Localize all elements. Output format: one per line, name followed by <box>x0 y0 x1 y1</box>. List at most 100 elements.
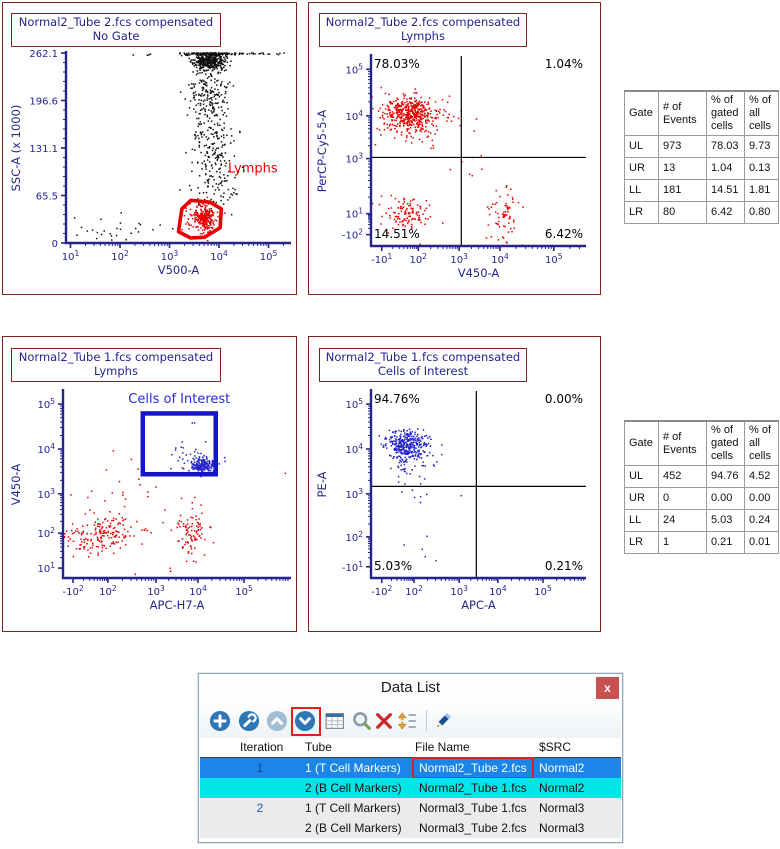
svg-text:262.1: 262.1 <box>29 49 58 60</box>
plot-panel-cells-of-interest[interactable]: 94.76% 0.00% 5.03% 0.21% -101 102 103 104 105 -10… <box>308 336 601 632</box>
cell-tube: 1 (T Cell Markers) <box>305 801 401 815</box>
svg-text:196.6: 196.6 <box>29 97 58 108</box>
svg-text:101: 101 <box>345 207 363 221</box>
svg-text:102: 102 <box>111 249 129 263</box>
svg-text:103: 103 <box>450 584 468 598</box>
plot-title-line2: No Gate <box>92 29 140 43</box>
data-list-header-row: Iteration Tube File Name $SRC <box>200 738 621 758</box>
stat-column-header: % of all cells <box>744 420 779 466</box>
svg-text:131.1: 131.1 <box>29 144 58 155</box>
svg-text:V450-A: V450-A <box>9 464 23 506</box>
sort-button[interactable] <box>396 710 418 732</box>
move-up-button[interactable] <box>266 710 288 732</box>
plot-title-line2: Cells of Interest <box>377 364 469 378</box>
stat-cell: 181 <box>658 179 707 202</box>
data-list-toolbar <box>200 704 621 739</box>
svg-text:-101: -101 <box>342 560 363 574</box>
svg-text:105: 105 <box>260 249 278 263</box>
svg-text:V450-A: V450-A <box>458 266 500 280</box>
scatter-plot-canvas[interactable]: Lymphs 0 65.5 131.1 196.6 262.1 101 102 103 104 10… <box>3 3 296 294</box>
tools-button[interactable] <box>238 710 260 732</box>
stat-row: LR 1 0.21 0.01 <box>624 531 779 554</box>
svg-text:APC-A: APC-A <box>461 598 496 612</box>
svg-text:94.76%: 94.76% <box>374 392 420 406</box>
cell-src: Normal3 <box>539 821 585 835</box>
svg-text:103: 103 <box>450 252 468 266</box>
stat-cell: UL <box>624 465 659 488</box>
svg-text:V500-A: V500-A <box>158 263 200 277</box>
stat-cell: 0.80 <box>744 201 779 224</box>
svg-text:PerCP-Cy5-5-A: PerCP-Cy5-5-A <box>315 110 329 193</box>
column-header-tube: Tube <box>305 740 332 754</box>
cell-tube: 2 (B Cell Markers) <box>305 781 402 795</box>
svg-text:105: 105 <box>545 252 563 266</box>
plot-panel-lymphs-gate[interactable]: Cells of Interest 101 102 103 104 105 -102 102 1… <box>2 336 297 632</box>
stat-row: LL 24 5.03 0.24 <box>624 509 779 532</box>
add-button[interactable] <box>209 710 231 732</box>
data-list-window: Data List x Iteration Tube File Name $SR… <box>198 673 623 843</box>
stat-cell: 13 <box>658 157 707 180</box>
svg-text:104: 104 <box>37 442 55 456</box>
scatter-plot-canvas[interactable]: 78.03% 1.04% 14.51% 6.42% -102 101 103 104 105 -1… <box>309 3 600 294</box>
svg-text:1.04%: 1.04% <box>545 57 583 71</box>
svg-text:102: 102 <box>345 530 363 544</box>
stat-cell: 78.03 <box>706 135 745 158</box>
stat-cell: LR <box>624 531 659 554</box>
close-button[interactable]: x <box>596 677 619 699</box>
list-item[interactable]: 2 (B Cell Markers) Normal3_Tube 2.fcs Norm… <box>200 818 621 838</box>
svg-text:SSC-A (x 1000): SSC-A (x 1000) <box>9 105 23 192</box>
stat-row: UL 452 94.76 4.52 <box>624 465 779 488</box>
move-down-button[interactable] <box>294 710 316 732</box>
svg-text:101: 101 <box>62 249 80 263</box>
list-item[interactable]: 2 1 (T Cell Markers) Normal3_Tube 1.fcs Nor… <box>200 798 621 818</box>
delete-button[interactable] <box>373 710 395 732</box>
plot-panel-no-gate[interactable]: Lymphs 0 65.5 131.1 196.6 262.1 101 102 103 104 10… <box>2 2 297 295</box>
cell-src: Normal3 <box>539 801 585 815</box>
list-item[interactable]: 2 (B Cell Markers) Normal2_Tube 1.fcs Norm… <box>200 778 621 798</box>
stat-cell: 0.00 <box>706 487 745 510</box>
svg-text:103: 103 <box>345 152 363 166</box>
list-item[interactable]: 1 1 (T Cell Markers) Normal2_Tube 2.fcs Nor… <box>200 757 621 779</box>
stat-column-header: Gate <box>624 90 659 136</box>
stat-cell: UL <box>624 135 659 158</box>
stat-column-header: % of all cells <box>744 90 779 136</box>
svg-text:103: 103 <box>345 487 363 501</box>
svg-text:103: 103 <box>37 487 55 501</box>
svg-text:0: 0 <box>52 239 58 250</box>
svg-text:105: 105 <box>345 397 363 411</box>
stat-cell: 94.76 <box>706 465 745 488</box>
stat-row: UL 973 78.03 9.73 <box>624 135 779 158</box>
scatter-plot-canvas[interactable]: 94.76% 0.00% 5.03% 0.21% -101 102 103 104 105 -10… <box>309 337 600 631</box>
scatter-plot-canvas[interactable]: Cells of Interest 101 102 103 104 105 -102 102 1… <box>3 337 296 631</box>
stat-row: LR 80 6.42 0.80 <box>624 201 779 224</box>
statistics-table-top: Gate # of Events% of gated cells% of all cells… <box>624 90 779 224</box>
search-button[interactable] <box>351 710 373 732</box>
edit-button[interactable] <box>432 710 454 732</box>
svg-text:102: 102 <box>405 584 423 598</box>
plot-title-line1: Normal2_Tube 2.fcs compensated <box>325 15 521 29</box>
plot-title-line1: Normal2_Tube 1.fcs compensated <box>18 350 214 364</box>
svg-text:105: 105 <box>37 397 55 411</box>
stat-cell: 24 <box>658 509 707 532</box>
plot-title-box: Normal2_Tube 1.fcs compensated Lymphs <box>11 348 221 382</box>
datasheet-button[interactable] <box>324 710 346 732</box>
plot-title-box: Normal2_Tube 2.fcs compensated No Gate <box>11 13 221 47</box>
stat-cell: 1.81 <box>744 179 779 202</box>
stat-cell: 1 <box>658 531 707 554</box>
stat-cell: 0 <box>658 487 707 510</box>
svg-text:102: 102 <box>99 584 117 598</box>
stat-column-header: # of Events <box>658 420 707 466</box>
data-list-titlebar[interactable]: Data List x <box>199 674 622 704</box>
cell-iteration: 1 <box>256 761 264 775</box>
plot-title-box: Normal2_Tube 1.fcs compensated Cells of … <box>319 348 527 382</box>
stat-cell: 1.04 <box>706 157 745 180</box>
svg-text:103: 103 <box>161 249 179 263</box>
plot-panel-lymphs-quadrant[interactable]: 78.03% 1.04% 14.51% 6.42% -102 101 103 104 105 -1… <box>308 2 601 295</box>
column-header-src: $SRC <box>539 740 572 754</box>
svg-text:0.21%: 0.21% <box>545 559 583 573</box>
svg-text:5.03%: 5.03% <box>374 559 412 573</box>
statistics-table: Gate # of Events% of gated cells% of all cells… <box>624 420 779 554</box>
stat-column-header: % of gated cells <box>706 420 745 466</box>
stat-column-header: # of Events <box>658 90 707 136</box>
stat-cell: UR <box>624 157 659 180</box>
